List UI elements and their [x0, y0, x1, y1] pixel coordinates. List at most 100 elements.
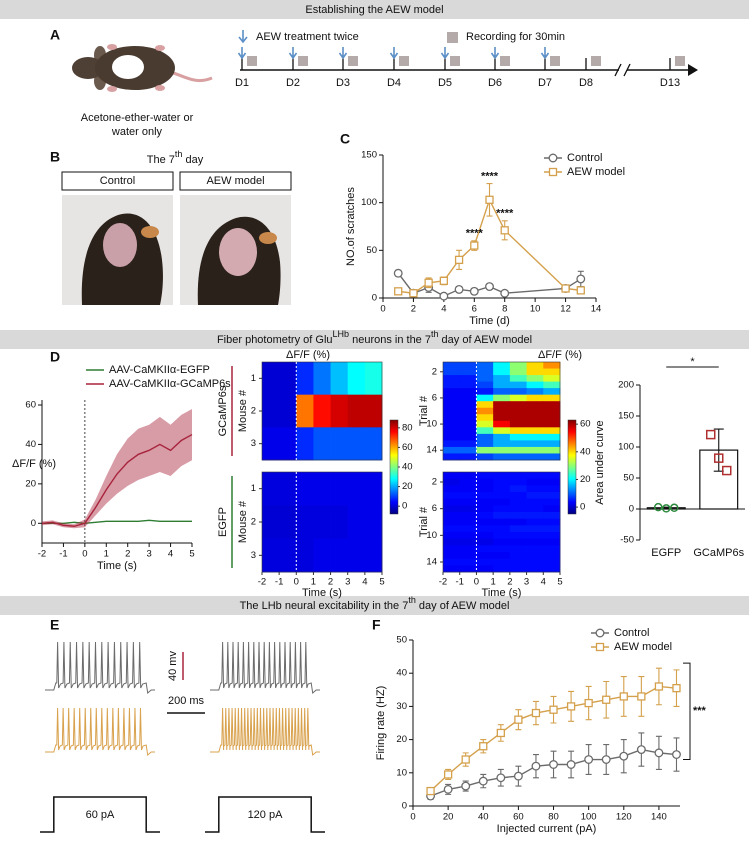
heatmap-cell: [493, 414, 511, 422]
heatmap-cell: [476, 433, 494, 441]
marker: [496, 773, 506, 783]
treatment-arrow: [288, 47, 298, 60]
heatmap-cell: [526, 368, 544, 376]
heatmap-cell: [364, 538, 383, 573]
mouse-head: [72, 57, 104, 79]
heatmap-cell: [493, 558, 511, 566]
marker: [654, 748, 664, 758]
heatmap-cell: [543, 375, 561, 382]
heatmap-cell: [509, 433, 527, 441]
x-tick-label: 20: [443, 812, 454, 823]
panel-label: B: [50, 149, 60, 165]
marker: [443, 784, 453, 794]
x-tick-label: GCaMP6s: [693, 547, 744, 559]
marker: [443, 770, 453, 779]
shaved-patch: [112, 55, 144, 79]
significance-bracket: [683, 662, 691, 761]
y-tick-label: 10: [426, 419, 437, 430]
series-line: [42, 519, 192, 524]
heatmap-cell: [543, 478, 561, 486]
y-tick-label: 100: [361, 197, 377, 208]
marker: [454, 255, 464, 265]
heatmap-cell: [493, 565, 511, 573]
significance-label: ****: [481, 171, 499, 183]
heatmap-cell: [476, 368, 494, 376]
marker: [561, 284, 570, 293]
heatmap-title: ΔF/F (%): [538, 349, 582, 361]
heatmap-cell: [459, 558, 477, 566]
y-tick-label: 3: [251, 438, 256, 449]
panel-label: A: [50, 27, 60, 43]
heatmap-cell: [459, 440, 477, 448]
mouse-paw: [155, 85, 165, 91]
day-label: D4: [387, 77, 401, 89]
heatmap-cell: [296, 362, 314, 396]
heatmap-cell: [493, 453, 511, 461]
heatmap-cell: [543, 545, 561, 553]
heatmap-cell: [543, 498, 561, 506]
colorbar-tick-label: 0: [580, 502, 585, 513]
heatmap-cell: [543, 518, 561, 526]
x-axis-label: Injected current (pA): [497, 823, 597, 835]
y-tick-label: 14: [426, 445, 437, 456]
heatmap-cell: [313, 394, 331, 428]
x-tick-label: 60: [513, 812, 524, 823]
text-part: Establishing the AEW model: [305, 4, 443, 16]
heatmap-cell: [443, 453, 461, 461]
heatmap-cell: [330, 362, 349, 396]
y-axis-label: NO.of scratches: [345, 187, 357, 266]
heatmap-cell: [493, 512, 511, 520]
heatmap-cell: [347, 538, 366, 573]
heatmap-cell: [493, 525, 511, 533]
y-axis-label: ΔF/F (%): [12, 458, 56, 470]
heatmap-cell: [543, 453, 561, 461]
heatmap-cell: [262, 505, 280, 540]
marker: [409, 289, 418, 298]
data-point: [670, 503, 679, 513]
heatmap-cell: [543, 485, 561, 493]
marker: [500, 226, 509, 235]
heatmap-cell: [476, 381, 494, 389]
treatment-arrow: [490, 47, 500, 60]
heatmap-cell: [443, 552, 461, 560]
photo: [180, 195, 291, 305]
heatmap-cell: [443, 512, 461, 520]
legend-arrow: [238, 30, 248, 44]
heatmap-cell: [476, 375, 494, 382]
colorbar-tick-label: 40: [402, 462, 413, 473]
x-tick-label: 5: [557, 577, 562, 588]
y-tick-label: 50: [623, 473, 634, 484]
heatmap-cell: [279, 538, 297, 573]
heatmap-cell: [443, 558, 461, 566]
heatmap-cell: [509, 427, 527, 435]
heatmap-cell: [262, 394, 280, 428]
heatmap-cell: [476, 362, 494, 369]
x-tick-label: -2: [38, 549, 46, 560]
heatmap-cell: [509, 407, 527, 415]
y-tick-label: 50: [396, 635, 407, 646]
heatmap-cell: [330, 538, 349, 573]
mouse-illustration: [72, 44, 213, 92]
group-label: Control: [100, 175, 135, 187]
x-tick-label: 8: [502, 304, 507, 315]
mouse-paw: [155, 45, 165, 51]
heatmap-cell: [509, 565, 527, 573]
treatment-arrow: [389, 47, 399, 60]
heatmap-cell: [279, 472, 297, 506]
recording-square: [550, 56, 560, 66]
heatmap-cell: [443, 375, 461, 382]
y-tick-label: 10: [396, 767, 407, 778]
superscript: LHb: [333, 329, 350, 339]
x-tick-label: 4: [168, 549, 173, 560]
marker: [619, 751, 629, 761]
heatmap-cell: [459, 552, 477, 560]
heatmap-cell: [526, 440, 544, 448]
marker: [602, 695, 611, 704]
marker: [549, 760, 558, 769]
series-line: [397, 272, 582, 297]
text-part: neurons in the 7: [349, 334, 431, 346]
heatmap-cell: [493, 427, 511, 435]
heatmap-cell: [476, 532, 494, 540]
heatmap-cell: [443, 388, 461, 396]
heatmap-cell: [443, 414, 461, 422]
